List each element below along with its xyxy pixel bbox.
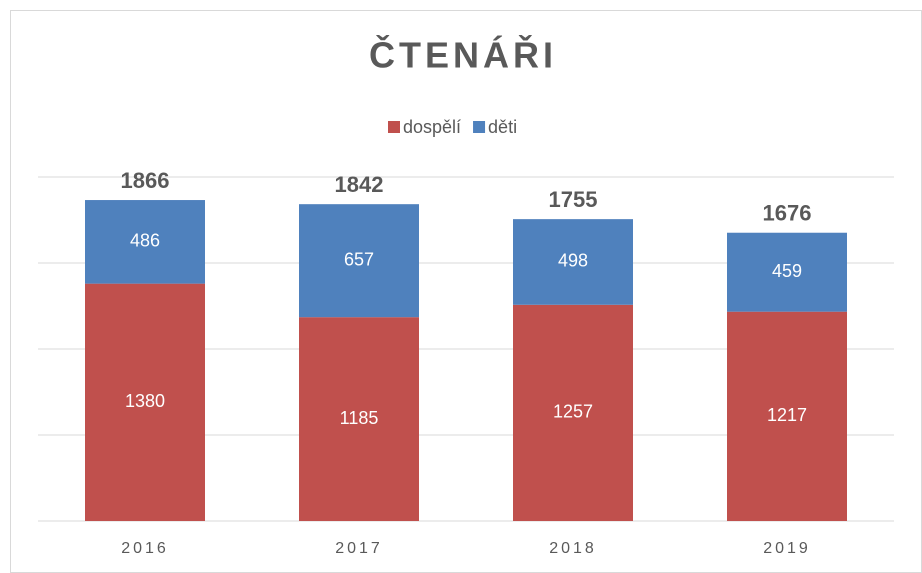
data-label: 459 [772, 261, 802, 281]
data-label: 498 [558, 251, 588, 271]
x-tick-label: 2018 [549, 540, 597, 557]
bar-segment [299, 204, 419, 318]
total-label: 1842 [335, 172, 384, 197]
data-label: 1185 [340, 408, 379, 428]
total-label: 1676 [763, 201, 812, 226]
x-tick-label: 2016 [121, 540, 169, 557]
data-label: 657 [344, 249, 374, 269]
bar-segment [513, 304, 633, 521]
bar-segment [85, 283, 205, 521]
data-label: 486 [130, 231, 160, 251]
legend-swatch [388, 121, 400, 133]
x-tick-label: 2017 [335, 540, 383, 557]
bar-segment [85, 200, 205, 284]
bar-segment [727, 311, 847, 521]
bar-segment [727, 232, 847, 312]
legend-swatch [473, 121, 486, 133]
total-label: 1866 [121, 168, 170, 193]
bar-segment [513, 219, 633, 305]
x-tick-label: 2019 [763, 540, 811, 557]
bar-segment [299, 317, 419, 521]
data-label: 1257 [553, 402, 593, 422]
legend-label: děti [488, 117, 517, 137]
data-label: 1217 [767, 405, 807, 425]
total-label: 1755 [549, 187, 598, 212]
legend-label: dospělí [403, 117, 461, 137]
data-label: 1380 [125, 391, 165, 411]
chart-title: ČTENÁŘI [369, 34, 557, 76]
